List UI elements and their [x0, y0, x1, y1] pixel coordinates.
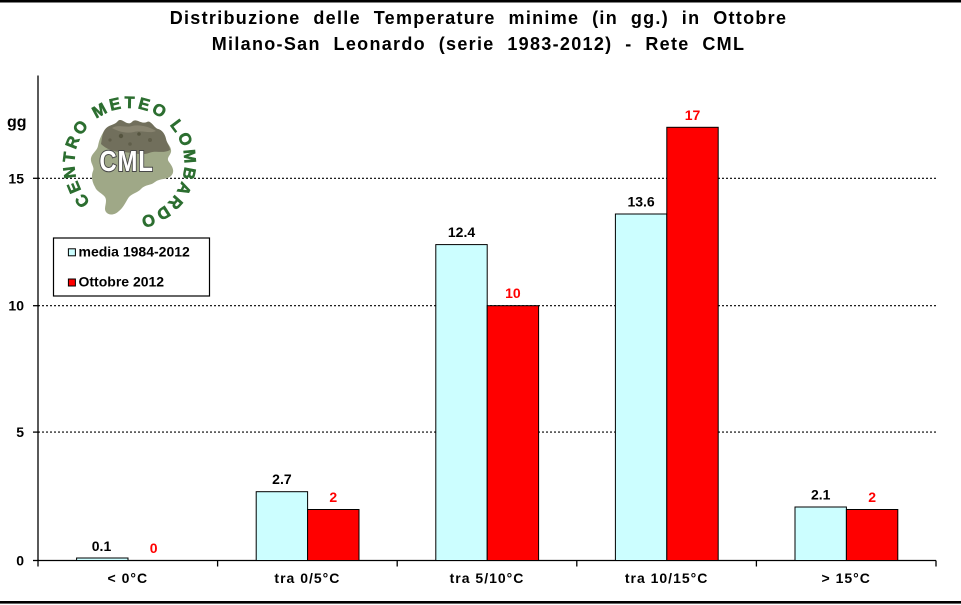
- svg-text:15: 15: [8, 170, 24, 186]
- svg-text:2.7: 2.7: [272, 471, 292, 487]
- svg-text:< 0°C: < 0°C: [108, 570, 149, 586]
- svg-text:Ottobre 2012: Ottobre 2012: [79, 274, 165, 290]
- svg-text:CML: CML: [99, 145, 153, 177]
- svg-text:2: 2: [868, 489, 876, 505]
- svg-text:tra 10/15°C: tra 10/15°C: [625, 570, 709, 586]
- svg-text:> 15°C: > 15°C: [822, 570, 871, 586]
- svg-text:17: 17: [685, 107, 701, 123]
- svg-text:13.6: 13.6: [627, 194, 654, 210]
- svg-text:10: 10: [505, 285, 521, 301]
- svg-text:0: 0: [150, 540, 158, 556]
- svg-text:12.4: 12.4: [448, 224, 475, 240]
- svg-text:2: 2: [329, 489, 337, 505]
- svg-text:0.1: 0.1: [92, 538, 112, 554]
- svg-text:gg: gg: [7, 114, 27, 131]
- svg-text:10: 10: [8, 298, 24, 314]
- svg-text:media 1984-2012: media 1984-2012: [79, 244, 191, 260]
- svg-text:tra 5/10°C: tra 5/10°C: [450, 570, 525, 586]
- svg-text:2.1: 2.1: [811, 487, 831, 503]
- svg-text:tra 0/5°C: tra 0/5°C: [274, 570, 340, 586]
- svg-text:5: 5: [16, 424, 24, 440]
- svg-text:0: 0: [16, 553, 24, 569]
